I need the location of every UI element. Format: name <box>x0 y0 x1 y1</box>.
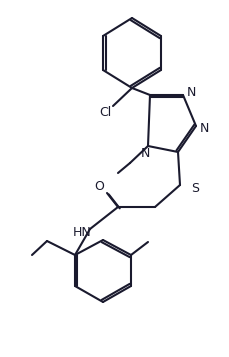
Text: Cl: Cl <box>99 106 111 119</box>
Text: N: N <box>140 146 150 160</box>
Text: HN: HN <box>73 226 91 240</box>
Text: N: N <box>199 121 209 135</box>
Text: O: O <box>94 180 104 192</box>
Text: S: S <box>191 181 199 195</box>
Text: N: N <box>186 85 196 99</box>
